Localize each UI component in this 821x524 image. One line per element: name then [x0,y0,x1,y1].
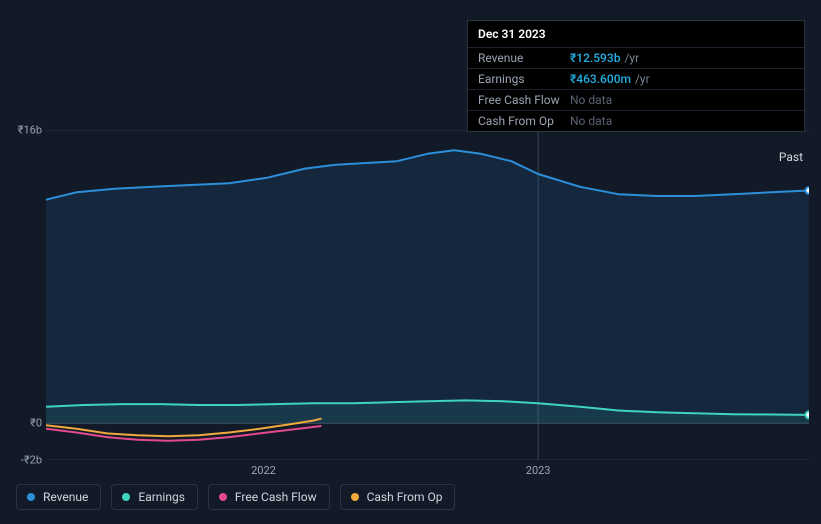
tooltip-row: Revenue₹12.593b/yr [468,47,804,68]
chart-legend: Revenue Earnings Free Cash Flow Cash From O… [16,484,455,510]
legend-dot-icon [122,493,130,501]
legend-item[interactable]: Revenue [16,484,101,510]
chart-container: ₹16b ₹0 -₹2b Past 2022 2023 [0,120,821,524]
tooltip-row-label: Cash From Op [478,114,570,128]
tooltip-row-value: ₹463.600m/yr [570,72,650,86]
legend-dot-icon [351,493,359,501]
tooltip-row: Free Cash FlowNo data [468,89,804,110]
x-tick-label: 2023 [526,464,551,477]
legend-label: Earnings [138,490,185,504]
y-tick-label: -₹2b [21,454,42,467]
legend-dot-icon [219,493,227,501]
chart-tooltip: Dec 31 2023 Revenue₹12.593b/yrEarnings₹4… [467,20,805,132]
tooltip-row-value: ₹12.593b/yr [570,51,639,65]
legend-item[interactable]: Free Cash Flow [208,484,330,510]
tooltip-row: Earnings₹463.600m/yr [468,68,804,89]
legend-item[interactable]: Cash From Op [340,484,456,510]
y-tick-label: ₹16b [18,124,42,137]
tooltip-row: Cash From OpNo data [468,110,804,131]
tooltip-row-value: No data [570,93,612,107]
tooltip-row-label: Revenue [478,51,570,65]
x-tick-label: 2022 [251,464,276,477]
legend-dot-icon [27,493,35,501]
legend-label: Revenue [43,490,88,504]
tooltip-row-value: No data [570,114,612,128]
chart-plot[interactable]: Past [46,130,809,460]
past-label: Past [779,150,803,164]
tooltip-date: Dec 31 2023 [468,21,804,47]
legend-item[interactable]: Earnings [111,484,198,510]
legend-label: Cash From Op [367,490,443,504]
y-tick-label: ₹0 [30,417,42,430]
tooltip-row-label: Free Cash Flow [478,93,570,107]
tooltip-row-label: Earnings [478,72,570,86]
legend-label: Free Cash Flow [235,490,317,504]
